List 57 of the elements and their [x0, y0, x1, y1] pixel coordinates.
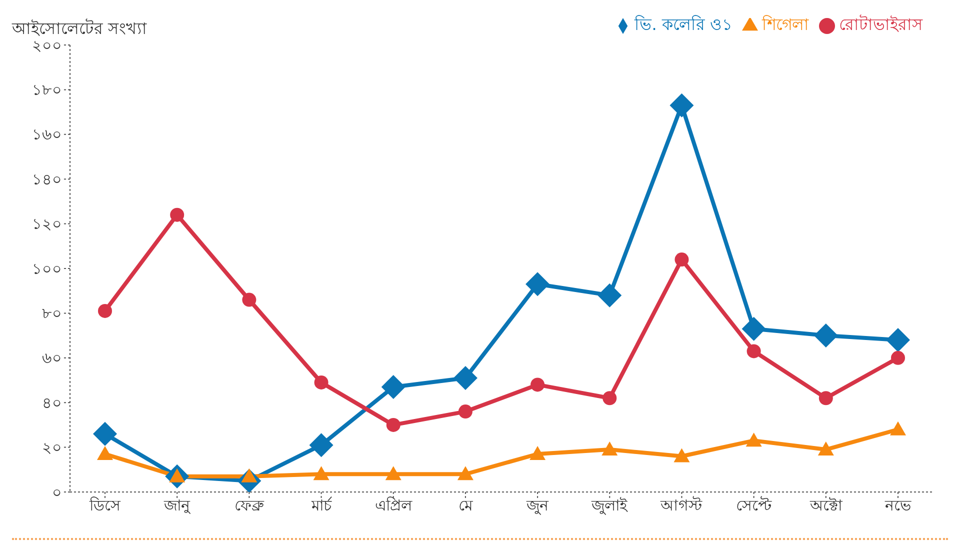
x-tick-label: মে: [458, 496, 474, 515]
legend-label: রোটাভাইরাস: [839, 15, 923, 34]
legend-label: ভি. কলেরি ও১: [634, 15, 732, 34]
point: [886, 328, 910, 352]
point: [674, 252, 689, 267]
x-tick-label: অক্টো: [808, 496, 843, 515]
y-tick-label: ৬০: [42, 349, 62, 368]
x-tick-label: মার্চ: [310, 496, 332, 515]
point: [598, 283, 622, 308]
point: [385, 466, 402, 480]
point: [891, 350, 905, 365]
point: [526, 272, 550, 296]
point: [746, 432, 762, 447]
point: [814, 324, 838, 348]
y-tick-label: ১২০: [32, 215, 62, 234]
point: [890, 421, 906, 436]
point: [670, 93, 694, 118]
point: [170, 208, 184, 222]
point: [313, 466, 330, 480]
legend-label: শিগেলা: [762, 15, 809, 34]
x-tick-label: জুলাই: [590, 496, 629, 515]
y-tick-label: ০: [52, 483, 62, 502]
point: [530, 446, 546, 460]
point: [602, 391, 617, 406]
y-tick-label: ১৮০: [32, 81, 62, 100]
point: [309, 433, 334, 458]
point: [381, 374, 406, 399]
y-tick-label: ১৬০: [32, 126, 62, 144]
y-tick-label: ১৪০: [32, 170, 62, 188]
x-tick-label: ফেব্রু: [234, 496, 265, 515]
point: [530, 378, 545, 392]
point: [458, 404, 472, 419]
point: [742, 316, 766, 341]
point: [602, 442, 618, 456]
point: [746, 344, 761, 358]
point: [457, 466, 474, 480]
x-tick-label: আগস্ট: [660, 496, 703, 515]
x-tick-label: এপ্রিল: [374, 496, 413, 515]
point: [242, 292, 256, 307]
point: [314, 375, 328, 390]
x-tick-label: নভে: [884, 496, 912, 515]
x-tick-label: জুন: [526, 496, 550, 515]
point: [98, 304, 112, 318]
point: [97, 446, 113, 460]
y-tick-label: ৪০: [42, 394, 62, 412]
point: [674, 448, 690, 462]
point: [818, 442, 834, 456]
point: [386, 418, 400, 432]
y-tick-label: ২০: [42, 438, 62, 457]
x-tick-label: ডিসে: [88, 496, 122, 515]
y-tick-label: ৮০: [42, 304, 62, 323]
y-tick-label: ১০০: [32, 260, 62, 278]
point: [453, 366, 478, 390]
x-tick-label: সেপ্টে: [736, 496, 772, 515]
x-tick-label: জানু: [163, 496, 192, 515]
point: [818, 391, 833, 406]
point: [93, 422, 117, 446]
